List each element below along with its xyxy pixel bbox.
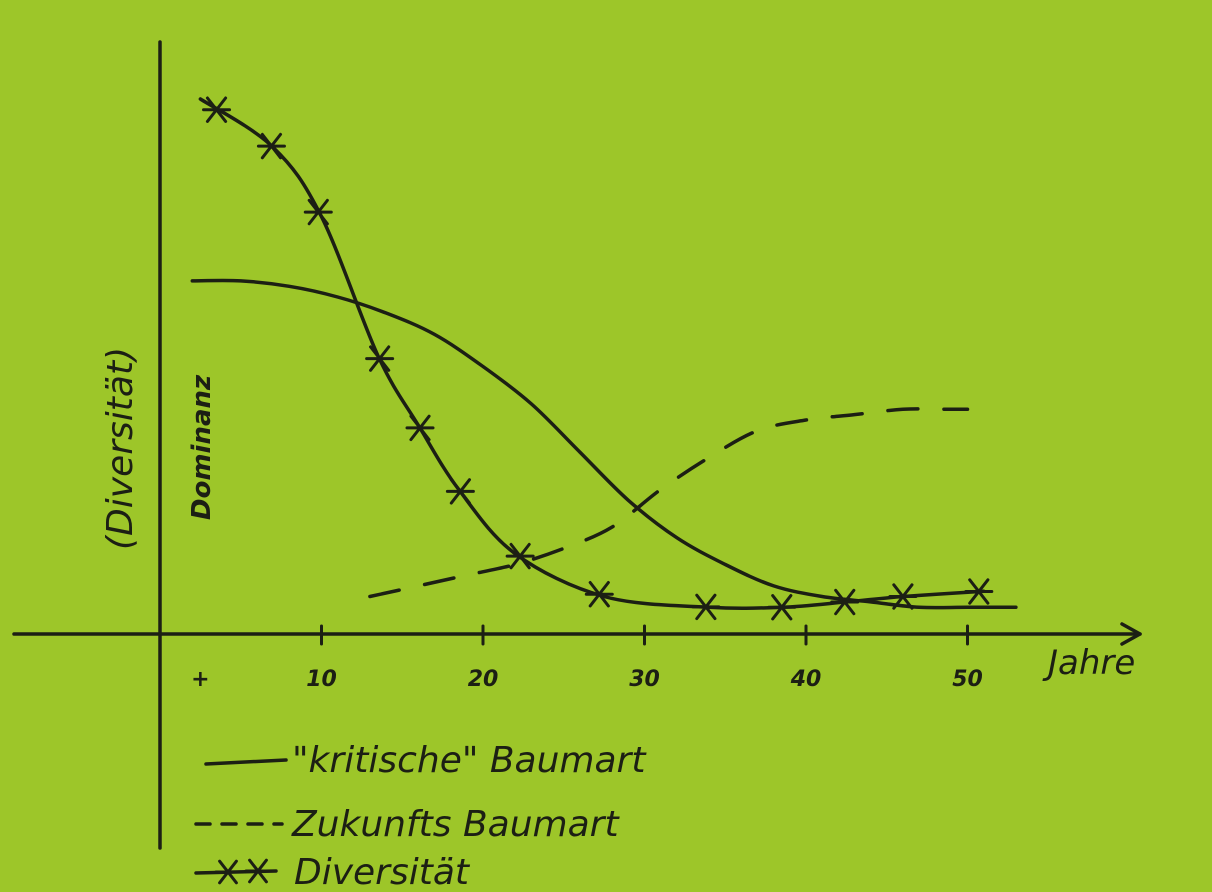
diversitaet-marker — [256, 132, 286, 160]
diversitaet-marker — [445, 478, 475, 505]
diversitaet-marker — [830, 588, 860, 616]
series-line-3 — [198, 97, 986, 611]
diversitaet-marker — [888, 583, 918, 610]
legend-swatch-solid — [204, 758, 288, 766]
x-ticks: +10 20 30 40 50 — [191, 624, 983, 692]
series-line-1 — [190, 278, 1018, 610]
legend-label-kritische: "kritische" Baumart — [292, 740, 647, 781]
x-tick-label: 10 — [306, 667, 337, 692]
legend-star — [244, 858, 272, 884]
legend: "kritische" Baumart Zukunfts Baumart Div… — [194, 740, 647, 892]
diversitaet-marker — [303, 198, 333, 226]
series-layer — [190, 96, 1018, 621]
series-line-2 — [368, 407, 970, 599]
x-tick-label: 20 — [468, 667, 499, 692]
y-axis-label-secondary: Dominanz — [187, 374, 217, 520]
x-tick-label: 30 — [629, 667, 660, 692]
diversitaet-marker — [691, 593, 721, 621]
diversitaet-marker — [767, 594, 797, 621]
x-tick-label: 50 — [952, 667, 983, 692]
legend-swatch-asterisks — [214, 858, 272, 885]
diversitaet-marker — [584, 581, 614, 608]
x-axis-arrow — [1120, 622, 1142, 646]
legend-star — [214, 859, 242, 885]
y-axis-label: (Diversität) — [100, 347, 141, 550]
legend-label-diversitaet: Diversität — [294, 852, 471, 892]
legend-label-zukunfts: Zukunfts Baumart — [291, 804, 620, 845]
x-tick-label: + — [191, 667, 209, 692]
diversitaet-marker — [505, 542, 535, 570]
diversitaet-marker — [964, 578, 994, 605]
diversitaet-marker — [365, 345, 395, 372]
diversitaet-marker — [202, 96, 232, 123]
diversitaet-marker — [405, 414, 435, 442]
x-tick-label: 40 — [790, 667, 822, 692]
x-axis-label: Jahre — [1042, 643, 1135, 683]
